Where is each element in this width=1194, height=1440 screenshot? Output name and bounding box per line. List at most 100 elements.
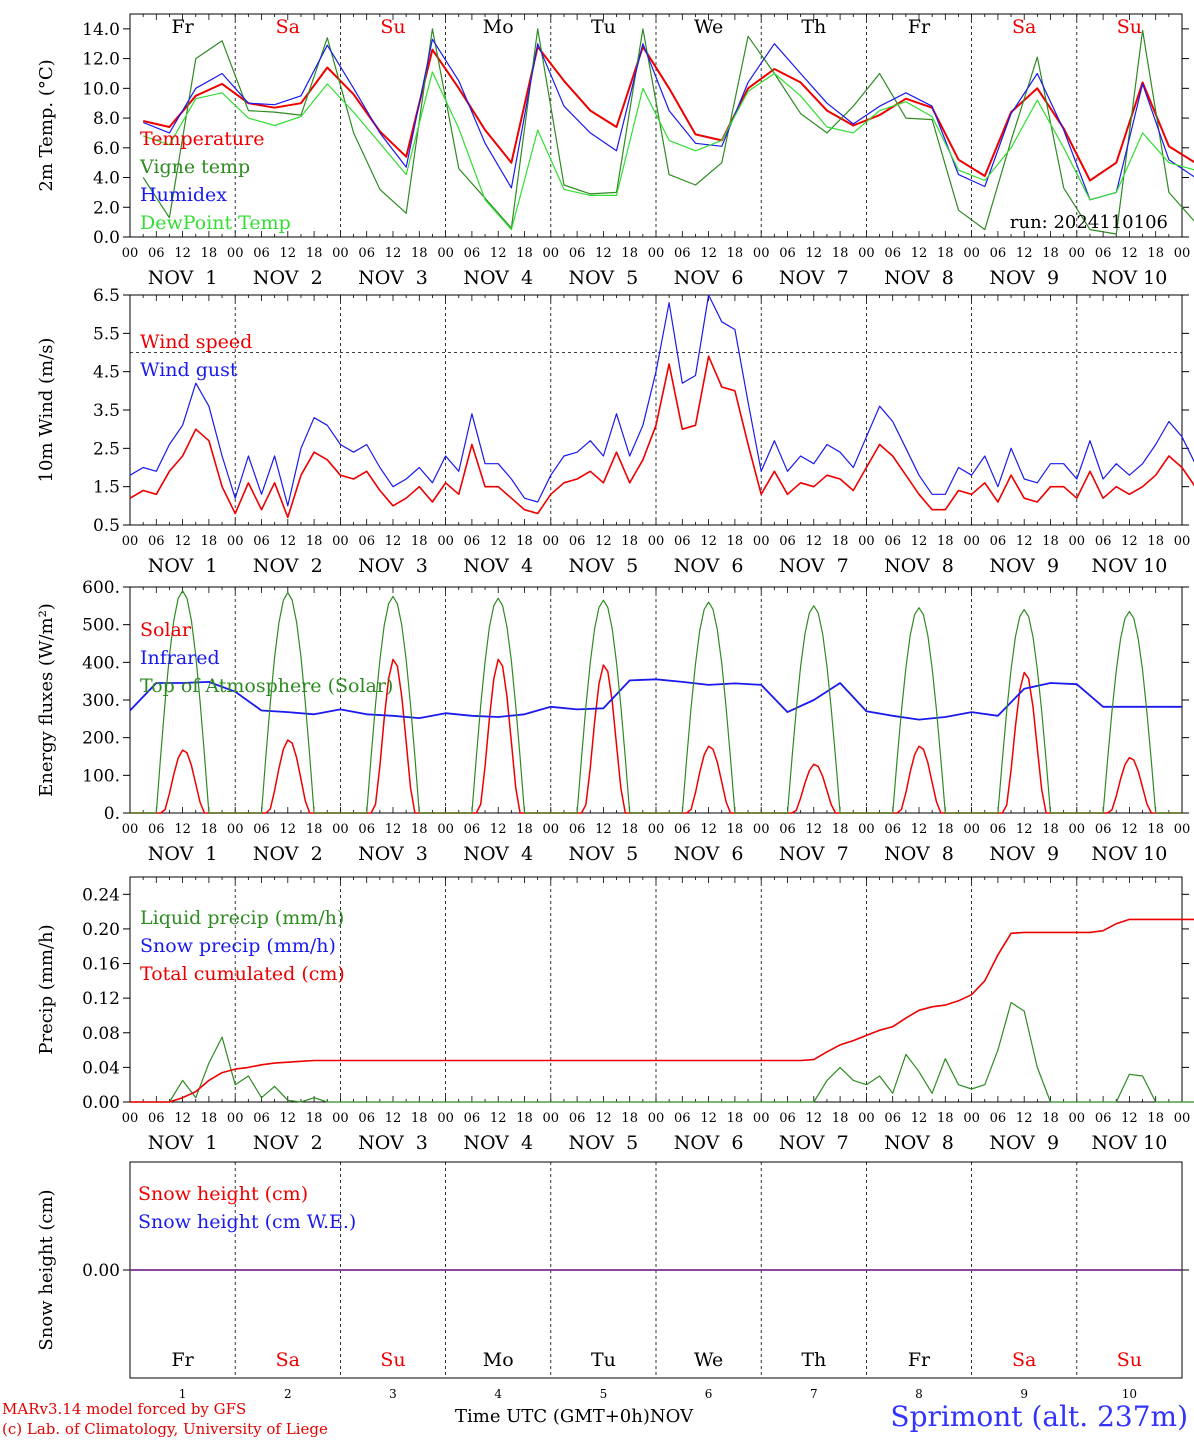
y-tick-label: 0.5 <box>93 516 120 536</box>
hour-label: 12 <box>174 246 191 261</box>
hour-label: 12 <box>806 1111 823 1126</box>
hour-label: 00 <box>963 1111 980 1126</box>
hour-label: 18 <box>1147 1111 1164 1126</box>
date-label: NOV 7 <box>779 1132 849 1154</box>
hour-label: 12 <box>385 246 402 261</box>
legend-liquid-precip-mm-h: Liquid precip (mm/h) <box>140 907 344 929</box>
hour-label: 18 <box>727 246 744 261</box>
y-tick-label: 2.5 <box>93 439 120 459</box>
hour-label: 12 <box>1121 534 1138 549</box>
y-tick-label: 0.20 <box>82 920 120 940</box>
y-tick-label: 0.00 <box>82 1093 120 1113</box>
hour-label: 00 <box>648 1111 665 1126</box>
y-tick-label: 0.04 <box>82 1058 120 1078</box>
hour-label: 12 <box>490 534 507 549</box>
panel-precip: 0.00 0.04 0.08 0.12 0.16 0.20 0.24 Precip (mm/h… <box>36 876 1194 1154</box>
date-label: NOV 4 <box>463 1132 533 1154</box>
hour-label: 18 <box>201 246 218 261</box>
hour-label: 18 <box>306 246 323 261</box>
y-axis-label: Snow height (cm) <box>36 1189 57 1350</box>
hour-label: 00 <box>753 822 770 837</box>
hour-label: 12 <box>595 822 612 837</box>
hour-label: 00 <box>543 534 560 549</box>
y-tick-label: 1.5 <box>93 478 120 498</box>
hour-label: 06 <box>1095 246 1112 261</box>
hour-label: 12 <box>911 534 928 549</box>
hour-label: 00 <box>332 534 349 549</box>
day-number: 2 <box>284 1387 292 1401</box>
hour-label: 00 <box>332 1111 349 1126</box>
hour-label: 00 <box>753 1111 770 1126</box>
hour-label: 12 <box>280 534 297 549</box>
time-axis-unit: NOV <box>649 1406 694 1427</box>
date-label: NOV 3 <box>358 1132 428 1154</box>
hour-label: 06 <box>253 1111 270 1126</box>
hour-label: 18 <box>937 246 954 261</box>
hour-label: 12 <box>1121 246 1138 261</box>
hour-label: 00 <box>648 822 665 837</box>
hour-label: 18 <box>1042 534 1059 549</box>
hour-label: 00 <box>543 246 560 261</box>
day-name: Th <box>801 1349 826 1371</box>
series-infrared <box>129 678 1182 721</box>
hour-label: 06 <box>253 246 270 261</box>
hour-label: 18 <box>832 1111 849 1126</box>
legend-snow-height-cm: Snow height (cm) <box>138 1183 308 1205</box>
hour-label: 00 <box>648 534 665 549</box>
hour-label: 12 <box>1121 822 1138 837</box>
hour-label: 00 <box>227 822 244 837</box>
y-tick-label: 4.5 <box>93 363 120 383</box>
hour-label: 18 <box>832 246 849 261</box>
legend-humidex: Humidex <box>140 184 227 206</box>
hour-label: 12 <box>911 246 928 261</box>
legend-wind-speed: Wind speed <box>140 331 252 353</box>
hour-label: 00 <box>122 534 139 549</box>
y-tick-label: 6.0 <box>93 139 120 159</box>
date-label: NOV 5 <box>569 843 639 865</box>
hour-label: 18 <box>832 534 849 549</box>
y-tick-label: 0.00 <box>82 1261 120 1281</box>
hour-label: 18 <box>306 1111 323 1126</box>
date-label: NOV 8 <box>884 843 954 865</box>
hour-label: 06 <box>358 822 375 837</box>
hour-label: 00 <box>543 822 560 837</box>
day-name: We <box>694 16 723 38</box>
hour-label: 12 <box>911 1111 928 1126</box>
y-axis-label: Energy fluxes (W/m²) <box>36 603 57 797</box>
run-label: run: 2024110106 <box>1010 212 1168 233</box>
y-tick-label: 0. <box>104 804 120 824</box>
y-tick-label: 300. <box>82 691 120 711</box>
hour-label: 06 <box>674 534 691 549</box>
y-tick-label: 10.0 <box>82 79 120 99</box>
day-number: 1 <box>179 1387 187 1401</box>
panel-fluxes: 0. 100. 200. 300. 400. 500. 600. Energy fluxes … <box>36 578 1190 865</box>
hour-label: 18 <box>516 534 533 549</box>
day-number: 9 <box>1020 1387 1028 1401</box>
hour-label: 00 <box>858 1111 875 1126</box>
hour-label: 06 <box>779 1111 796 1126</box>
date-label: NOV 5 <box>569 267 639 289</box>
hour-label: 18 <box>201 1111 218 1126</box>
hour-label: 00 <box>227 1111 244 1126</box>
day-name: Fr <box>908 1349 931 1371</box>
hour-label: 12 <box>490 1111 507 1126</box>
date-label: NOV 8 <box>884 267 954 289</box>
hour-label: 18 <box>1042 246 1059 261</box>
hour-label: 18 <box>411 246 428 261</box>
hour-label: 06 <box>779 822 796 837</box>
date-label: NOV 3 <box>358 267 428 289</box>
hour-label: 12 <box>385 1111 402 1126</box>
series-vigne-temp <box>142 28 1194 235</box>
hour-label: 18 <box>621 822 638 837</box>
hour-label: 00 <box>437 1111 454 1126</box>
day-name: Su <box>380 1349 405 1371</box>
day-name: Mo <box>483 16 514 38</box>
date-label: NOV 2 <box>253 555 323 577</box>
day-number: 7 <box>810 1387 818 1401</box>
hour-label: 12 <box>174 534 191 549</box>
panel-frame <box>129 13 1183 238</box>
hour-label: 06 <box>1095 1111 1112 1126</box>
hour-label: 18 <box>727 822 744 837</box>
hour-label: 00 <box>437 534 454 549</box>
